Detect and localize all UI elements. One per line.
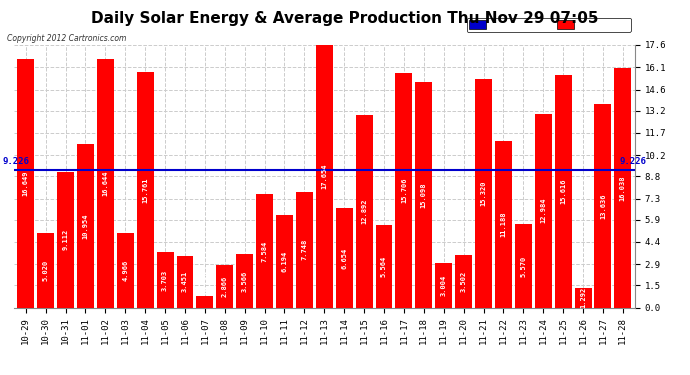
Text: 15.098: 15.098 xyxy=(421,182,427,208)
Bar xyxy=(77,144,94,308)
Text: 17.654: 17.654 xyxy=(322,163,327,189)
Bar xyxy=(415,82,432,308)
Bar xyxy=(595,104,611,308)
Bar xyxy=(575,288,591,308)
Bar xyxy=(296,192,313,308)
Bar xyxy=(535,114,552,308)
Text: 2.866: 2.866 xyxy=(221,276,228,297)
Text: 9.112: 9.112 xyxy=(63,229,68,250)
Bar xyxy=(97,59,114,308)
Bar xyxy=(276,215,293,308)
Bar xyxy=(555,75,571,308)
Text: 15.761: 15.761 xyxy=(142,177,148,203)
Text: 12.984: 12.984 xyxy=(540,198,546,223)
Bar xyxy=(455,255,472,308)
Text: 13.636: 13.636 xyxy=(600,193,606,219)
Text: 9.226: 9.226 xyxy=(620,157,647,166)
Text: 5.564: 5.564 xyxy=(381,255,387,277)
Text: 16.644: 16.644 xyxy=(102,171,108,196)
Text: 7.584: 7.584 xyxy=(262,240,268,262)
Text: 10.954: 10.954 xyxy=(82,213,88,238)
Bar xyxy=(355,115,373,308)
Bar xyxy=(157,252,173,308)
Bar xyxy=(515,224,532,308)
Bar xyxy=(177,256,193,307)
Text: 16.038: 16.038 xyxy=(620,175,626,201)
Text: 5.570: 5.570 xyxy=(520,255,526,277)
Text: 6.194: 6.194 xyxy=(282,251,288,272)
Text: 9.226: 9.226 xyxy=(2,157,29,166)
Text: 3.502: 3.502 xyxy=(461,271,466,292)
Bar xyxy=(217,265,233,308)
Bar xyxy=(495,141,512,308)
Legend: Average  (kWh), Daily  (kWh): Average (kWh), Daily (kWh) xyxy=(466,18,631,32)
Bar xyxy=(395,73,413,308)
Bar xyxy=(475,79,492,308)
Text: 16.649: 16.649 xyxy=(23,171,29,196)
Text: 3.451: 3.451 xyxy=(182,271,188,292)
Bar xyxy=(197,296,213,307)
Text: 0.767: 0.767 xyxy=(202,270,208,292)
Bar xyxy=(256,194,273,308)
Bar xyxy=(57,172,74,308)
Text: 15.706: 15.706 xyxy=(401,178,407,203)
Text: 6.654: 6.654 xyxy=(341,247,347,268)
Bar xyxy=(435,263,452,308)
Text: 15.616: 15.616 xyxy=(560,178,566,204)
Text: Daily Solar Energy & Average Production Thu Nov 29 07:05: Daily Solar Energy & Average Production … xyxy=(91,11,599,26)
Text: 11.188: 11.188 xyxy=(500,211,506,237)
Bar xyxy=(316,44,333,308)
Bar xyxy=(17,59,34,308)
Text: 3.703: 3.703 xyxy=(162,269,168,291)
Bar xyxy=(117,233,134,308)
Text: 3.566: 3.566 xyxy=(241,270,248,291)
Text: Copyright 2012 Cartronics.com: Copyright 2012 Cartronics.com xyxy=(7,34,126,43)
Bar xyxy=(236,254,253,308)
Bar xyxy=(375,225,393,308)
Text: 1.292: 1.292 xyxy=(580,287,586,309)
Text: 4.966: 4.966 xyxy=(122,260,128,281)
Bar xyxy=(614,68,631,308)
Text: 7.748: 7.748 xyxy=(302,239,308,260)
Bar xyxy=(336,208,353,308)
Bar xyxy=(37,232,54,308)
Text: 3.004: 3.004 xyxy=(441,274,446,296)
Text: 5.020: 5.020 xyxy=(43,260,49,281)
Text: 15.320: 15.320 xyxy=(480,180,486,206)
Bar xyxy=(137,72,154,308)
Text: 12.892: 12.892 xyxy=(361,199,367,224)
